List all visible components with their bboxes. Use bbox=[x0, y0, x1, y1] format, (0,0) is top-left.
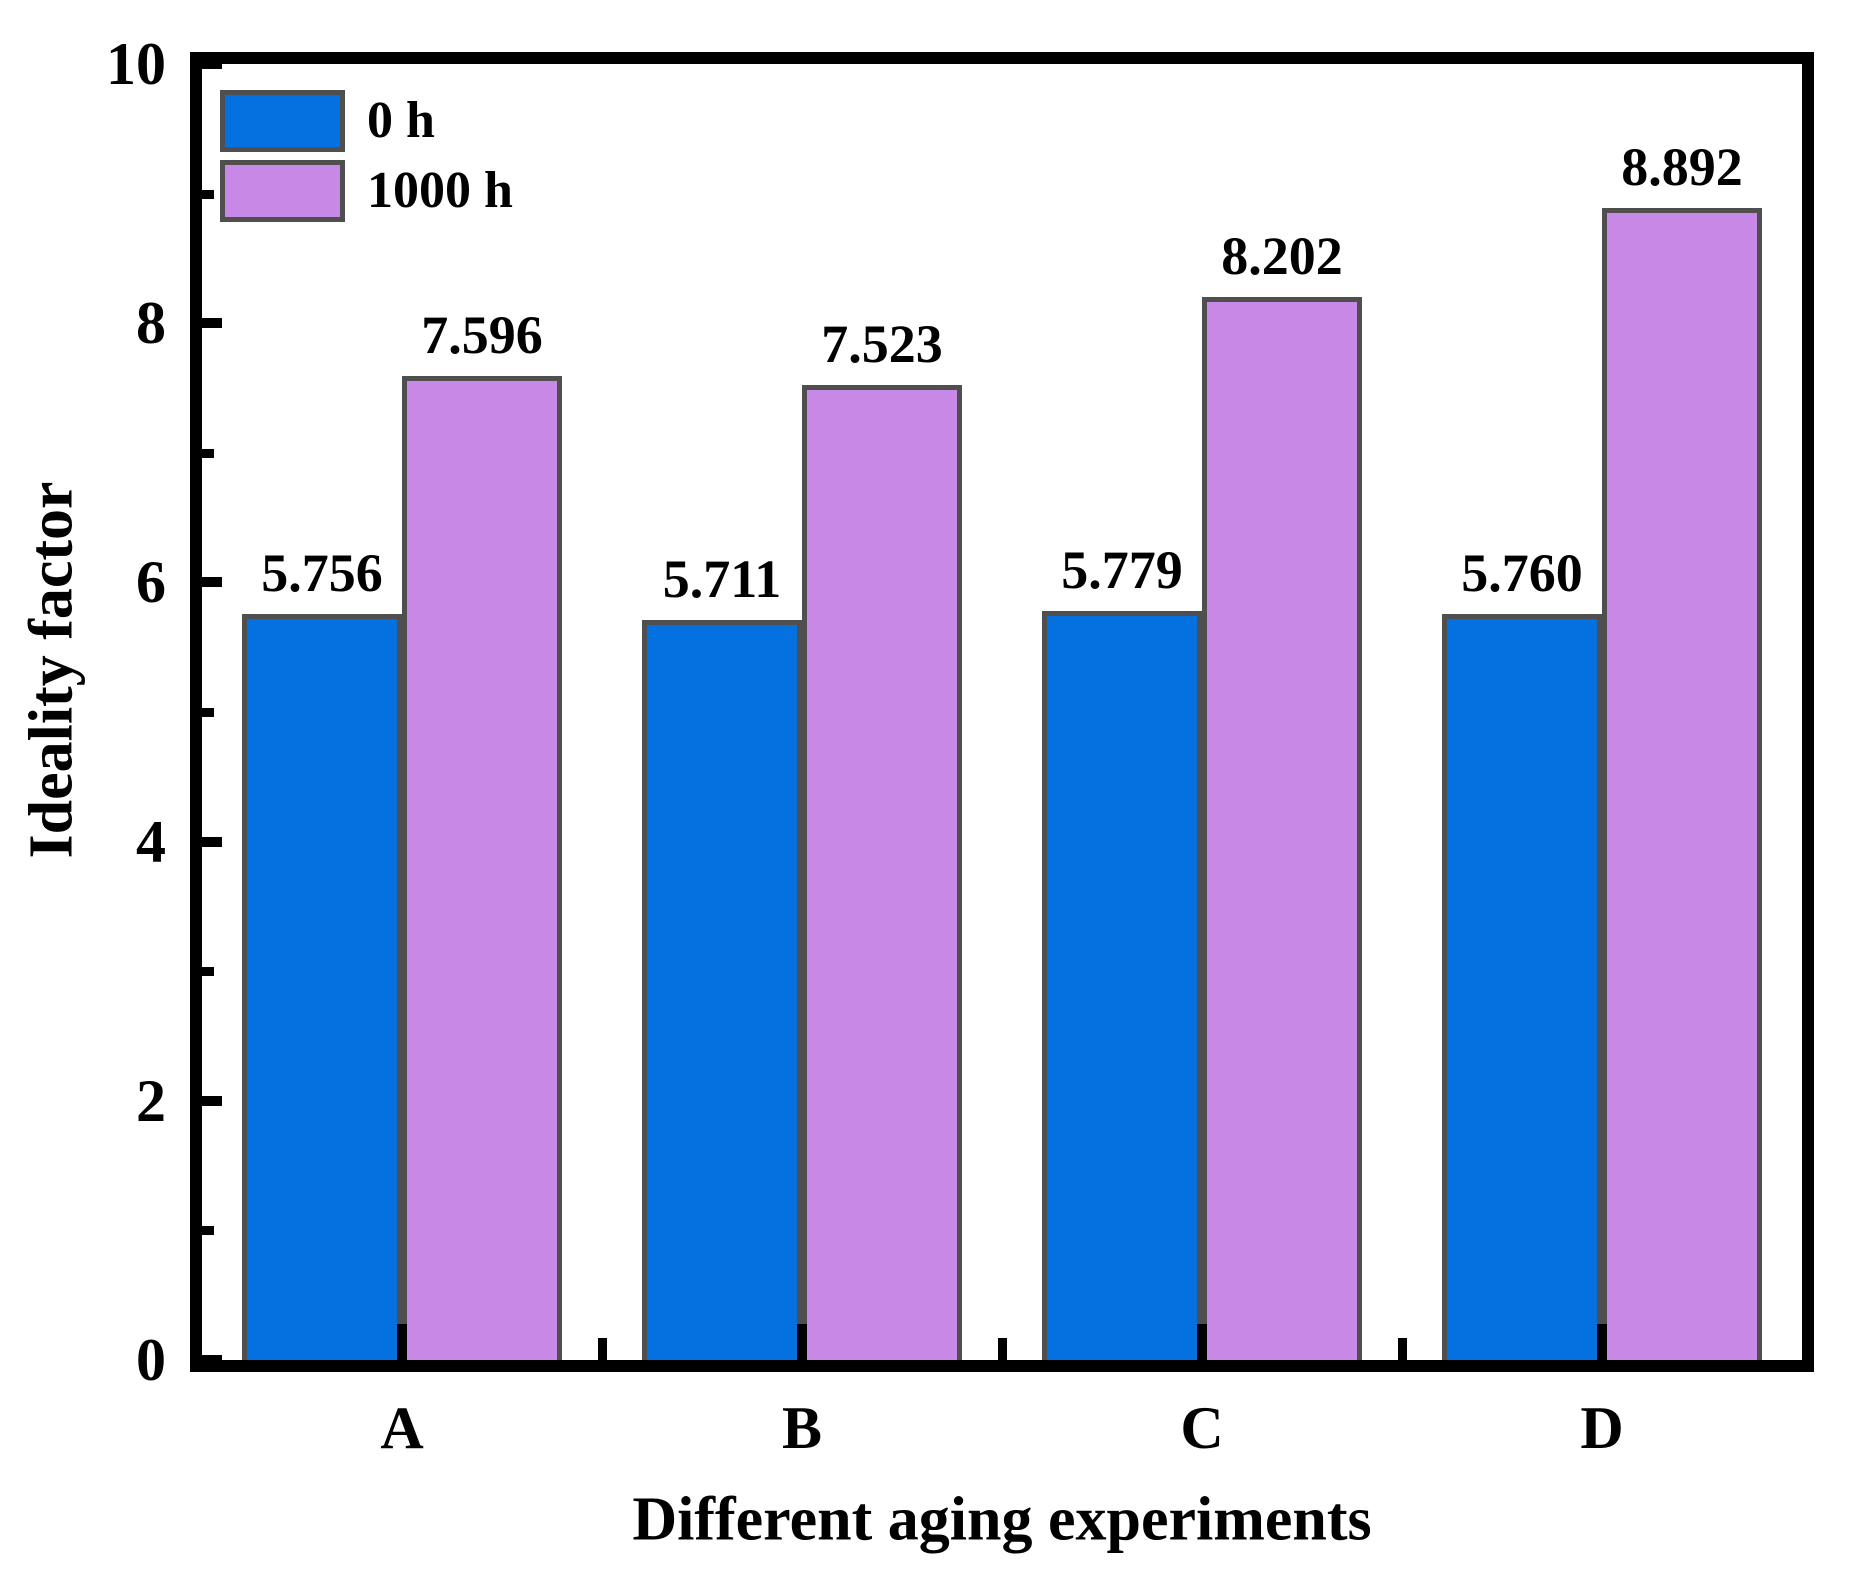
y-tick-label: 0 bbox=[136, 1327, 166, 1393]
bar-0h-D bbox=[1442, 614, 1602, 1360]
x-category-label: C bbox=[1180, 1395, 1224, 1461]
bar-value-label: 5.711 bbox=[662, 549, 782, 609]
x-tick-minor bbox=[998, 1338, 1007, 1360]
y-tick-minor bbox=[202, 708, 214, 717]
bar-1000h-A bbox=[402, 376, 562, 1360]
x-category-label: A bbox=[380, 1395, 424, 1461]
x-tick-major bbox=[1197, 1324, 1207, 1360]
bar-0h-B bbox=[642, 620, 802, 1360]
y-tick-minor bbox=[202, 448, 214, 458]
bar-value-label: 5.779 bbox=[1061, 540, 1183, 600]
bar-0h-A bbox=[242, 614, 402, 1360]
y-tick-major bbox=[202, 577, 222, 588]
y-tick-major bbox=[202, 1095, 222, 1106]
x-axis-title: Different aging experiments bbox=[632, 1485, 1372, 1554]
y-tick-label: 6 bbox=[136, 549, 166, 616]
bar-value-label: 5.756 bbox=[261, 543, 383, 603]
legend-item-0h: 0 h bbox=[220, 90, 513, 152]
y-tick-minor bbox=[202, 1226, 214, 1236]
y-tick-label: 8 bbox=[136, 290, 166, 357]
y-tick-minor bbox=[202, 189, 214, 199]
legend-label-0h: 0 h bbox=[367, 92, 435, 149]
y-tick-major bbox=[202, 1355, 222, 1365]
bar-1000h-D bbox=[1602, 208, 1762, 1360]
y-tick-minor bbox=[202, 967, 214, 977]
bar-1000h-B bbox=[802, 385, 962, 1360]
y-tick-major bbox=[202, 318, 222, 329]
x-category-label: D bbox=[1580, 1395, 1624, 1461]
legend-swatch-0h bbox=[220, 90, 345, 152]
legend-label-1000h: 1000 h bbox=[367, 162, 513, 219]
bar-value-label: 8.892 bbox=[1621, 137, 1743, 197]
y-axis-title: Ideality factor bbox=[17, 481, 86, 859]
y-tick-label: 2 bbox=[136, 1067, 166, 1134]
legend-item-1000h: 1000 h bbox=[220, 160, 513, 222]
y-tick-label: 4 bbox=[136, 808, 166, 875]
bar-value-label: 8.202 bbox=[1221, 226, 1343, 286]
y-tick-major bbox=[202, 836, 222, 847]
y-tick-major bbox=[202, 59, 222, 69]
bar-value-label: 7.596 bbox=[421, 305, 543, 365]
y-tick-label: 10 bbox=[106, 31, 166, 97]
x-tick-major bbox=[1597, 1324, 1607, 1360]
bar-value-label: 5.760 bbox=[1461, 543, 1583, 603]
bar-value-label: 7.523 bbox=[821, 314, 943, 374]
x-tick-minor bbox=[1398, 1338, 1407, 1360]
bar-1000h-C bbox=[1202, 297, 1362, 1360]
x-tick-major bbox=[797, 1324, 807, 1360]
x-tick-minor bbox=[598, 1338, 607, 1360]
plot-area: 0 h 1000 h 5.756 7.596 5.711 7.523 5.779 8.20… bbox=[190, 52, 1814, 1372]
legend-swatch-1000h bbox=[220, 160, 345, 222]
x-category-label: B bbox=[781, 1395, 823, 1461]
x-tick-major bbox=[397, 1324, 407, 1360]
legend: 0 h 1000 h bbox=[220, 90, 513, 230]
bar-0h-C bbox=[1042, 611, 1202, 1360]
